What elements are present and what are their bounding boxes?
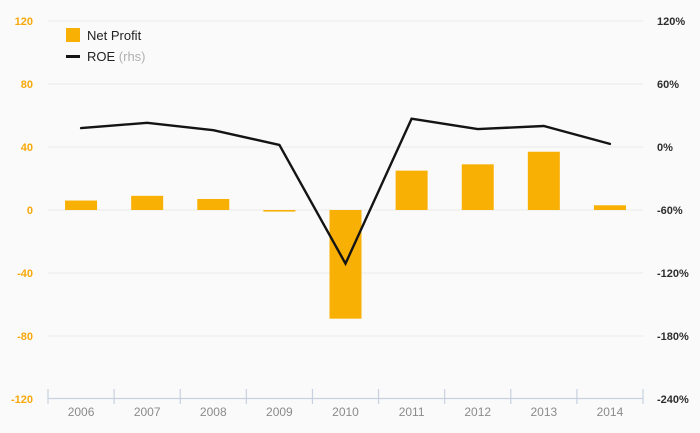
roe-line-swatch <box>66 54 80 58</box>
x-axis-year-label: 2011 <box>399 405 425 419</box>
roe-legend-label: ROE (rhs) <box>87 48 146 64</box>
right-axis-tick-label: 0% <box>657 142 673 154</box>
bar-2009 <box>263 210 296 212</box>
bar-2011 <box>395 170 428 210</box>
x-axis-year-label: 2013 <box>530 405 557 419</box>
left-axis-tick-label: 80 <box>21 79 33 91</box>
bar-2012 <box>461 164 494 210</box>
bar-2006 <box>65 200 98 210</box>
bar-2014 <box>593 205 626 210</box>
right-axis-tick-label: -60% <box>657 205 683 217</box>
x-axis-year-label: 2012 <box>464 405 491 419</box>
x-axis-year-label: 2008 <box>200 405 227 419</box>
legend-item-roe: ROE (rhs) <box>66 48 146 64</box>
right-axis-tick-label: -120% <box>657 268 689 280</box>
roe-line <box>79 117 612 267</box>
right-axis-tick-label: 60% <box>657 79 679 91</box>
left-axis-tick-label: 0 <box>27 205 33 217</box>
x-axis-year-label: 2006 <box>68 405 95 419</box>
x-axis-year-label: 2014 <box>597 405 624 419</box>
left-axis-tick-label: 40 <box>21 142 33 154</box>
legend-item-net-profit: Net Profit <box>66 27 146 43</box>
right-axis-tick-label: -240% <box>657 394 689 406</box>
right-axis-tick-label: -180% <box>657 331 689 343</box>
x-axis-year-label: 2007 <box>134 405 161 419</box>
roe-legend-suffix: (rhs) <box>118 48 146 64</box>
net-profit-legend-label: Net Profit <box>87 27 142 43</box>
bar-2007 <box>131 195 164 210</box>
right-axis-tick-label: 120% <box>657 16 685 28</box>
left-axis-tick-label: 120 <box>15 16 33 28</box>
net-profit-bar-swatch <box>66 28 80 42</box>
bar-2008 <box>197 198 230 210</box>
x-axis-year-label: 2010 <box>332 405 359 419</box>
left-axis-tick-label: -120 <box>11 394 33 406</box>
bar-2013 <box>527 151 560 210</box>
left-axis-tick-label: -80 <box>17 331 33 343</box>
x-axis-year-label: 2009 <box>266 405 293 419</box>
chart-legend: Net Profit ROE (rhs) <box>66 27 146 64</box>
left-axis-tick-label: -40 <box>17 268 33 280</box>
